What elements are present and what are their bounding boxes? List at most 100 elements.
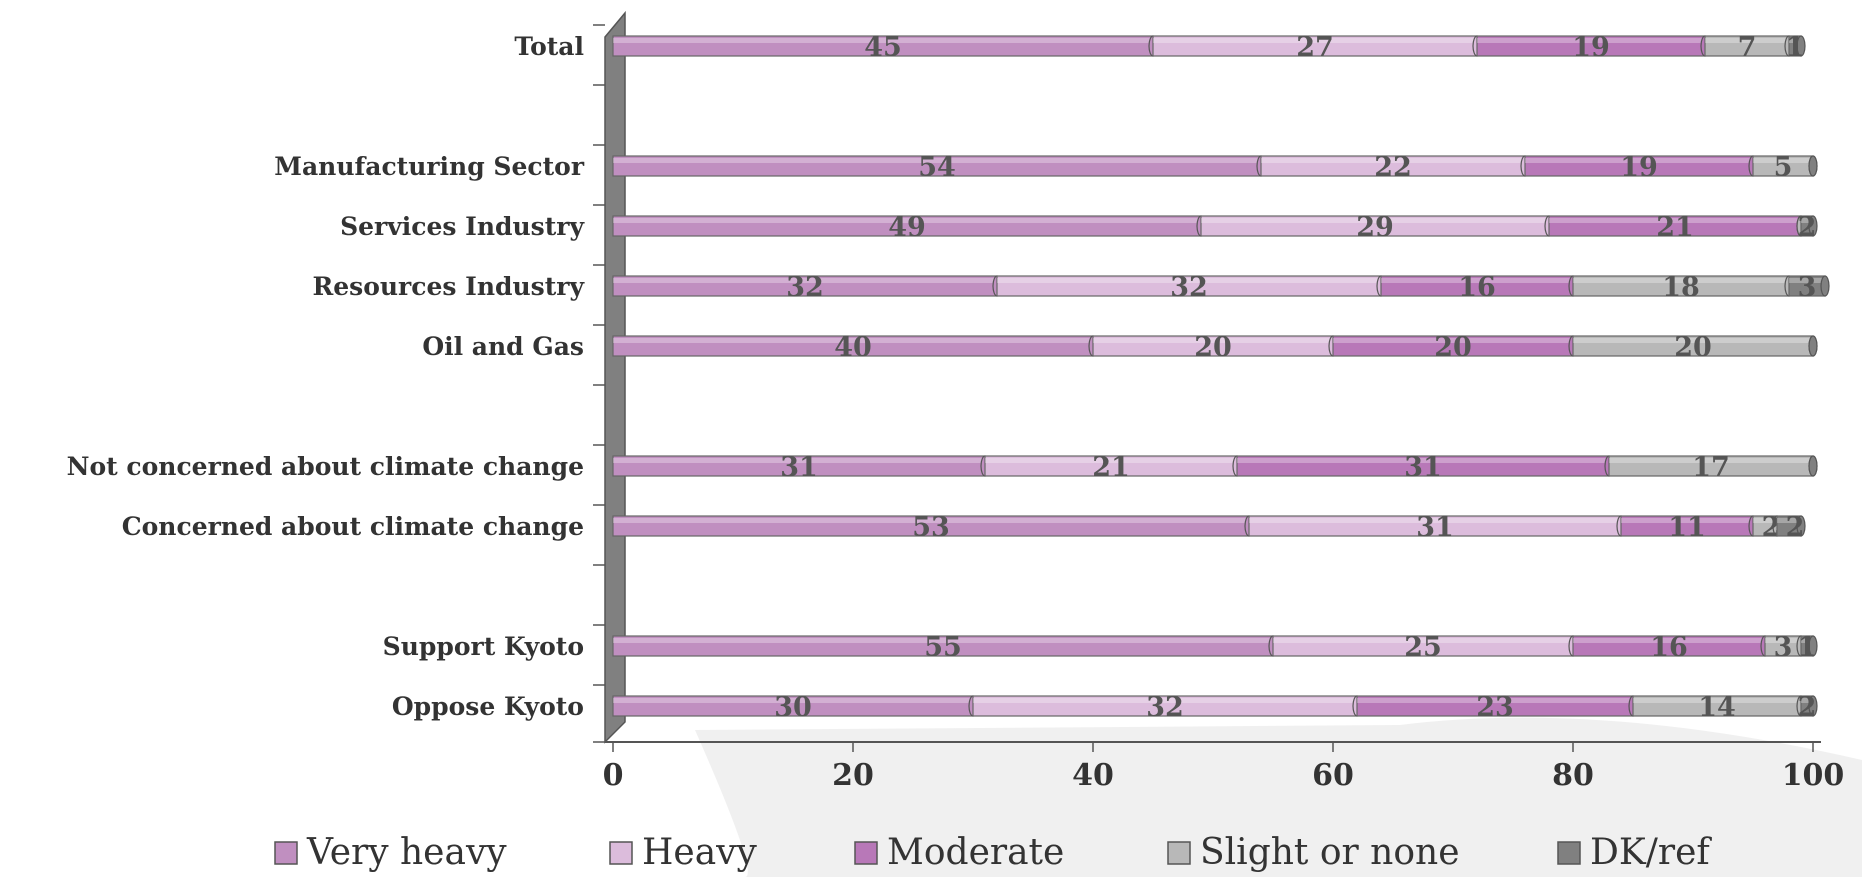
bar-segment-moderate-total: 19 (1476, 32, 1710, 63)
category-label-oppose-kyoto: Oppose Kyoto (392, 692, 584, 721)
bar-segment-slight-or-none-concerned-about-climate-change: 2 (1752, 512, 1782, 543)
bar-segment-very-heavy-oil-and-gas: 40 (612, 332, 1098, 363)
data-label-heavy-manufacturing-sector: 22 (1374, 152, 1412, 183)
category-labels: Total Manufacturing Sector Services Indust… (67, 32, 586, 721)
data-label-moderate-support-kyoto: 16 (1650, 632, 1688, 663)
bar-segment-dk-ref-services-industry: 2 (1798, 212, 1818, 243)
category-label-resources-industry: Resources Industry (312, 272, 585, 301)
bar-segment-slight-or-none-resources-industry: 18 (1572, 272, 1794, 303)
bar-segment-moderate-not-concerned-about-climate-change: 31 (1236, 452, 1614, 483)
legend-label: Very heavy (306, 832, 507, 873)
data-label-moderate-concerned-about-climate-change: 11 (1668, 512, 1706, 543)
legend-swatch (274, 841, 298, 865)
data-label-slight-or-none-resources-industry: 18 (1662, 272, 1700, 303)
bar-segment-very-heavy-concerned-about-climate-change: 53 (612, 512, 1254, 543)
bar-segment-heavy-oppose-kyoto: 32 (972, 692, 1362, 723)
category-label-support-kyoto: Support Kyoto (383, 632, 584, 661)
bar-segment-slight-or-none-manufacturing-sector: 5 (1752, 152, 1818, 183)
axes: 0 20 40 60 80 100 (593, 10, 1845, 793)
bar-segment-heavy-manufacturing-sector: 22 (1260, 152, 1530, 183)
data-label-slight-or-none-total: 7 (1738, 32, 1757, 63)
bar-segment-dk-ref-resources-industry: 3 (1788, 272, 1830, 303)
x-tick-label: 0 (603, 758, 624, 793)
data-label-heavy-resources-industry: 32 (1170, 272, 1208, 303)
legend-item-very-heavy: Very heavy (274, 832, 507, 873)
bar-segment-moderate-concerned-about-climate-change: 11 (1620, 512, 1758, 543)
legend-label: DK/ref (1590, 832, 1712, 873)
bar-segment-slight-or-none-not-concerned-about-climate-change: 17 (1608, 452, 1818, 483)
bar-segment-moderate-services-industry: 21 (1548, 212, 1806, 243)
legend: Very heavy Heavy Moderate Slight or none DK/… (274, 832, 1712, 873)
data-label-very-heavy-services-industry: 49 (888, 212, 926, 243)
bar-segment-moderate-manufacturing-sector: 19 (1524, 152, 1758, 183)
data-label-dk-ref-resources-industry: 3 (1798, 272, 1817, 303)
bar-segment-slight-or-none-total: 7 (1704, 32, 1794, 63)
data-label-very-heavy-resources-industry: 32 (786, 272, 824, 303)
bar-segment-heavy-not-concerned-about-climate-change: 21 (984, 452, 1242, 483)
bar-segment-very-heavy-manufacturing-sector: 54 (612, 152, 1266, 183)
data-label-very-heavy-concerned-about-climate-change: 53 (912, 512, 950, 543)
data-label-slight-or-none-support-kyoto: 3 (1774, 632, 1793, 663)
data-label-very-heavy-not-concerned-about-climate-change: 31 (780, 452, 818, 483)
bar-segment-moderate-support-kyoto: 16 (1572, 632, 1770, 663)
data-label-slight-or-none-concerned-about-climate-change: 2 (1762, 512, 1781, 543)
x-tick-label: 60 (1312, 758, 1354, 793)
data-label-heavy-support-kyoto: 25 (1404, 632, 1442, 663)
data-label-dk-ref-total: 1 (1786, 32, 1805, 63)
data-label-very-heavy-total: 45 (864, 32, 902, 63)
data-label-moderate-resources-industry: 16 (1458, 272, 1496, 303)
legend-swatch (1167, 841, 1191, 865)
bar-segment-dk-ref-oil-and-gas (1808, 335, 1818, 357)
bar-segment-very-heavy-oppose-kyoto: 30 (612, 692, 978, 723)
bar-segment-very-heavy-services-industry: 49 (612, 212, 1206, 243)
data-label-very-heavy-support-kyoto: 55 (924, 632, 962, 663)
legend-item-moderate: Moderate (854, 832, 1064, 873)
bar-segment-heavy-concerned-about-climate-change: 31 (1248, 512, 1626, 543)
data-label-moderate-services-industry: 21 (1656, 212, 1694, 243)
bar-segment-dk-ref-concerned-about-climate-change: 2 (1776, 512, 1806, 543)
bar-segment-dk-ref-not-concerned-about-climate-change (1808, 455, 1818, 477)
bar-segment-moderate-oppose-kyoto: 23 (1356, 692, 1638, 723)
legend-item-dk-ref: DK/ref (1557, 832, 1712, 873)
category-label-manufacturing-sector: Manufacturing Sector (274, 152, 585, 181)
category-label-total: Total (514, 32, 584, 61)
bar-segment-slight-or-none-oppose-kyoto: 14 (1632, 692, 1806, 723)
bar-segment-slight-or-none-oil-and-gas: 20 (1572, 332, 1818, 363)
bar-segment-very-heavy-total: 45 (612, 32, 1158, 63)
legend-item-slight-or-none: Slight or none (1167, 832, 1460, 873)
legend-label: Slight or none (1200, 832, 1460, 873)
data-label-moderate-not-concerned-about-climate-change: 31 (1404, 452, 1442, 483)
legend-swatch (1557, 841, 1581, 865)
bar-segment-dk-ref-oppose-kyoto: 2 (1798, 692, 1818, 723)
data-label-moderate-total: 19 (1572, 32, 1610, 63)
data-label-slight-or-none-oppose-kyoto: 14 (1698, 692, 1736, 723)
legend-swatch (609, 841, 633, 865)
data-label-slight-or-none-not-concerned-about-climate-change: 17 (1692, 452, 1730, 483)
legend-label: Moderate (887, 832, 1064, 873)
bar-segment-heavy-total: 27 (1152, 32, 1482, 63)
data-label-very-heavy-oil-and-gas: 40 (834, 332, 872, 363)
category-label-not-concerned-about-climate-change: Not concerned about climate change (67, 452, 584, 481)
legend-swatch (854, 841, 878, 865)
bar-segment-very-heavy-resources-industry: 32 (612, 272, 1002, 303)
bar-segment-moderate-resources-industry: 16 (1380, 272, 1578, 303)
data-label-heavy-services-industry: 29 (1356, 212, 1394, 243)
bar-segment-heavy-resources-industry: 32 (996, 272, 1386, 303)
axis-wall (604, 10, 626, 744)
data-label-very-heavy-oppose-kyoto: 30 (774, 692, 812, 723)
bars: 45 27 19 7 154 22 19 549 29 21 232 32 16 18 340 20 20 203… (612, 32, 1830, 723)
data-label-heavy-oil-and-gas: 20 (1194, 332, 1232, 363)
data-label-moderate-oppose-kyoto: 23 (1476, 692, 1514, 723)
data-label-dk-ref-concerned-about-climate-change: 2 (1786, 512, 1805, 543)
bar-segment-very-heavy-not-concerned-about-climate-change: 31 (612, 452, 990, 483)
legend-item-heavy: Heavy (609, 832, 758, 873)
category-label-services-industry: Services Industry (340, 212, 585, 241)
x-tick-label: 40 (1072, 758, 1114, 793)
data-label-slight-or-none-oil-and-gas: 20 (1674, 332, 1712, 363)
watermark (695, 717, 1862, 877)
data-label-slight-or-none-manufacturing-sector: 5 (1774, 152, 1793, 183)
x-tick-label: 100 (1782, 758, 1845, 793)
bar-segment-very-heavy-support-kyoto: 55 (612, 632, 1278, 663)
bar-segment-dk-ref-manufacturing-sector (1808, 155, 1818, 177)
